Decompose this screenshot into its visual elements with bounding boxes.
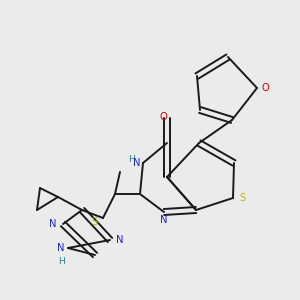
Text: N: N [50,219,57,229]
Text: S: S [92,217,98,227]
Text: N: N [160,215,168,225]
Text: S: S [240,193,246,203]
Text: H: H [128,155,135,164]
Text: O: O [159,112,167,122]
Text: N: N [116,235,124,245]
Text: N: N [56,243,64,253]
Text: N: N [134,158,141,168]
Text: H: H [58,257,65,266]
Text: O: O [261,83,269,93]
